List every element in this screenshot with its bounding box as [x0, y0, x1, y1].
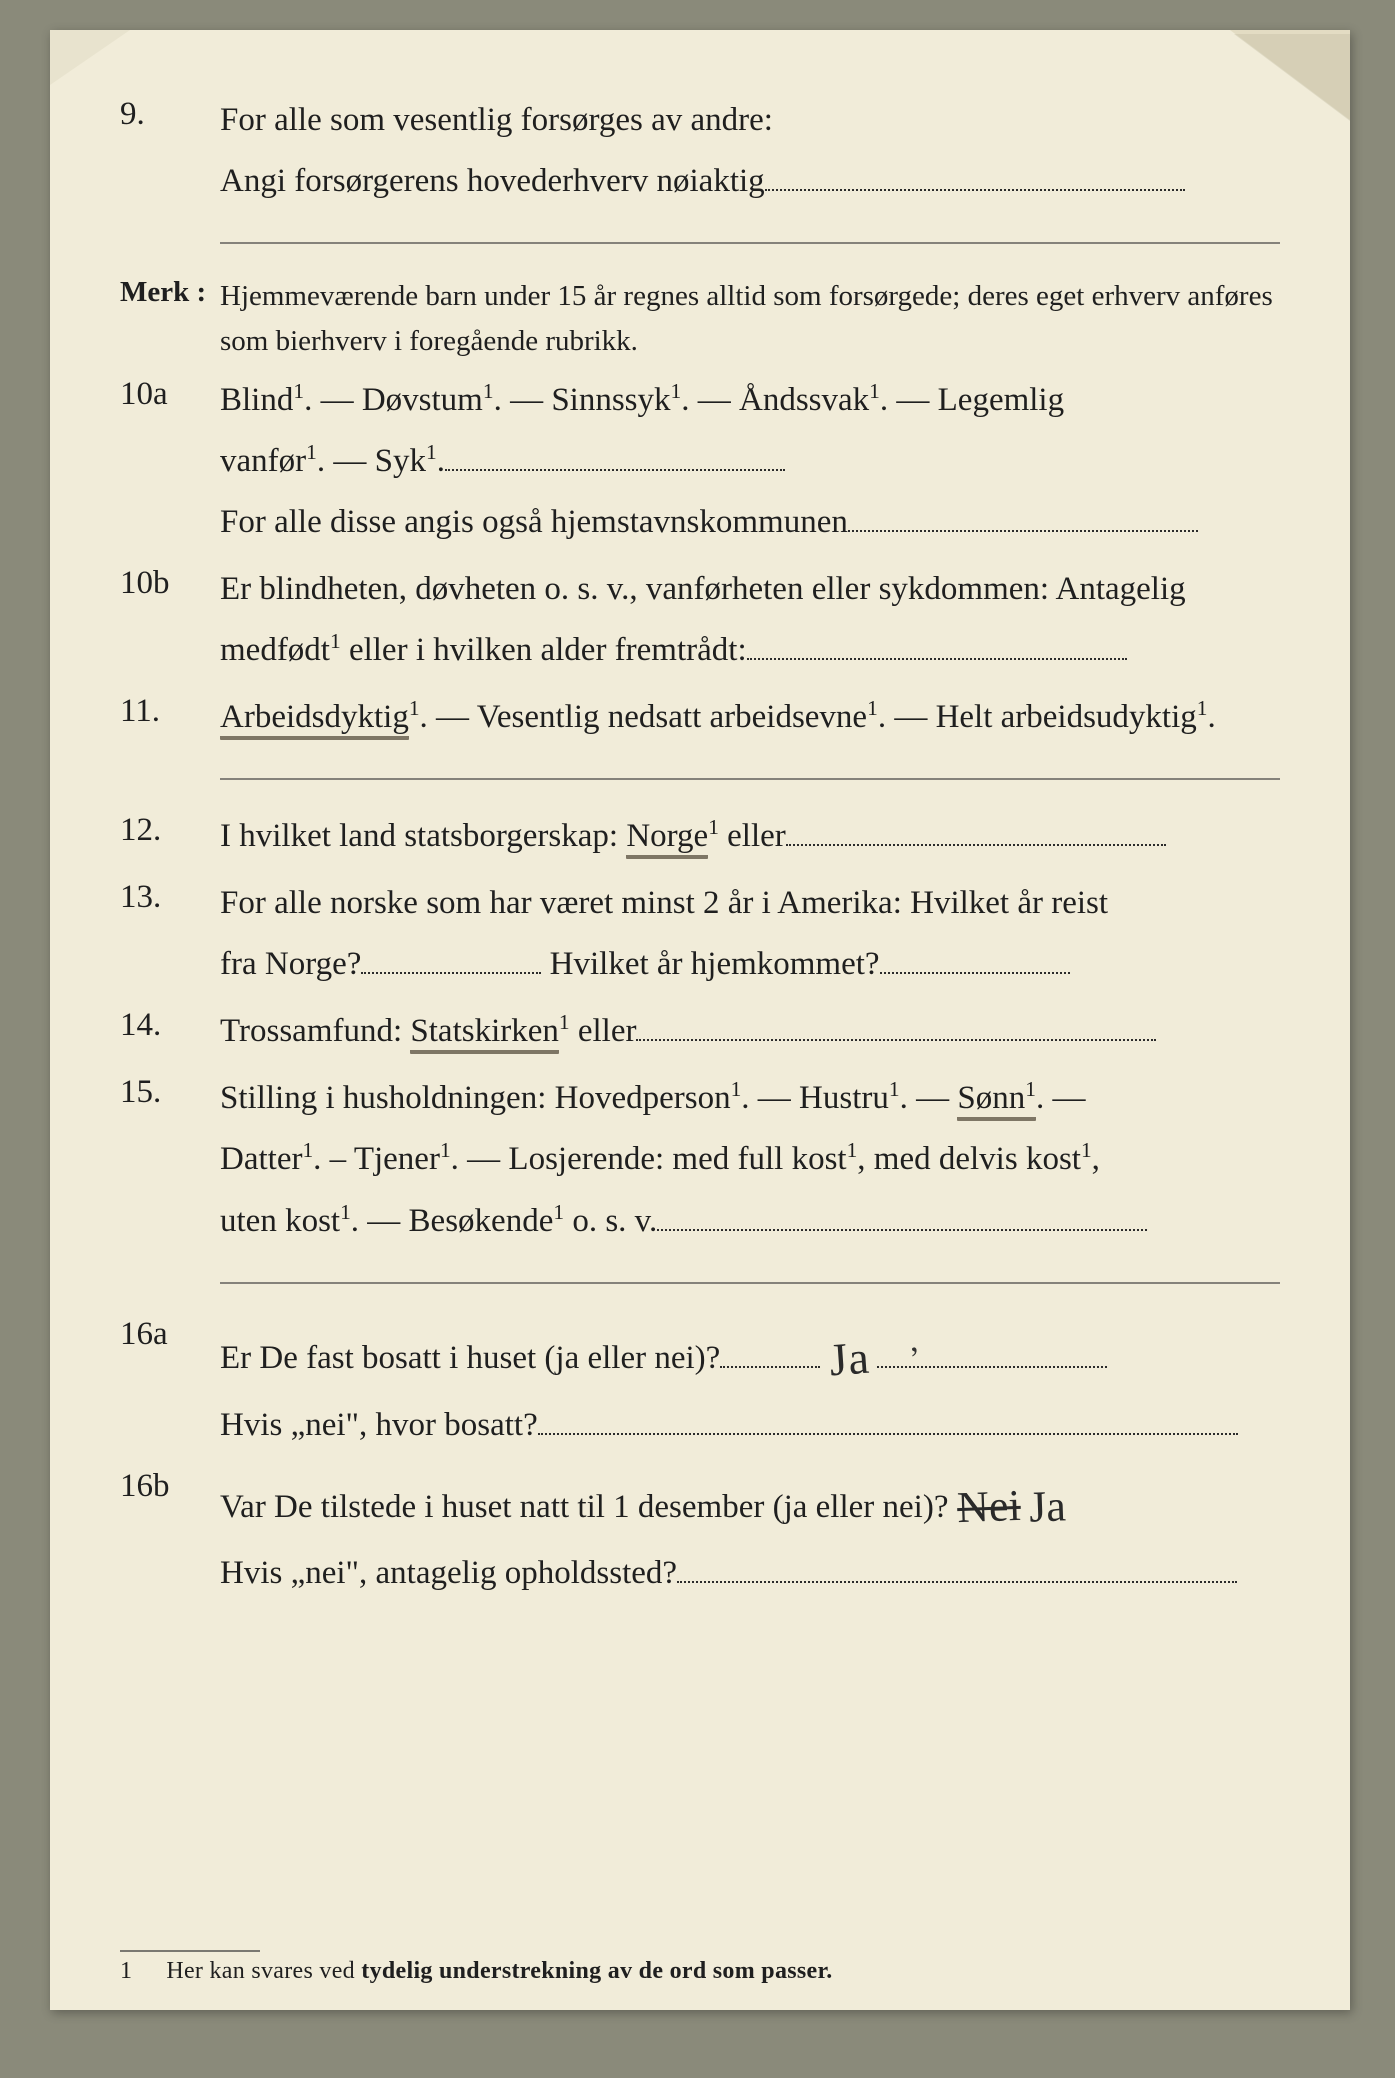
q10a-blank2[interactable]: [848, 495, 1198, 532]
q10a-opt-andssvak: Åndssvak1: [739, 382, 880, 418]
footnote-text-b: tydelig understrekning av de ord som pas…: [361, 1958, 832, 1984]
q10a-line3: For alle disse angis også hjemstavnskomm…: [220, 504, 848, 540]
divider-2: [220, 778, 1280, 780]
q10a-opt-vanfor: vanfør1: [220, 443, 317, 479]
page-fold-top-left: [50, 30, 130, 85]
q15-losjerende: Losjerende: med full kost1: [508, 1141, 857, 1177]
q13-blank1[interactable]: [361, 938, 541, 975]
question-16b: 16b Var De tilstede i huset natt til 1 d…: [120, 1462, 1280, 1604]
q11-opt-nedsatt: Vesentlig nedsatt arbeidsevne1: [477, 699, 878, 735]
q10a-blank1[interactable]: [445, 434, 785, 471]
q10a-opt-blind: Blind1: [220, 382, 304, 418]
q15-sonn: Sønn1: [957, 1080, 1036, 1121]
q12-blank[interactable]: [786, 810, 1166, 847]
q9-line1: For alle som vesentlig forsørges av andr…: [220, 102, 773, 138]
q10b-line1: Er blindheten, døvheten o. s. v., vanfør…: [220, 571, 1186, 607]
divider-3: [220, 1282, 1280, 1284]
q16a-number: 16a: [120, 1310, 220, 1353]
question-16a: 16a Er De fast bosatt i huset (ja eller …: [120, 1310, 1280, 1456]
q14-statskirken: Statskirken: [410, 1013, 558, 1054]
census-form-page: 9. For alle som vesentlig forsørges av a…: [50, 30, 1350, 2010]
q13-line2a: fra Norge?: [220, 946, 361, 982]
q15-tjener: Tjener1: [354, 1141, 451, 1177]
q9-line2: Angi forsørgerens hovederhverv nøiaktig: [220, 163, 765, 199]
q16b-answer: Ja: [1027, 1465, 1066, 1548]
q12-number: 12.: [120, 806, 220, 849]
footnote-text-a: Her kan svares ved: [166, 1958, 361, 1984]
q15-blank[interactable]: [657, 1194, 1147, 1231]
q13-line2b: Hvilket år hjemkommet?: [550, 946, 880, 982]
q16a-blank2[interactable]: [538, 1398, 1238, 1435]
q14-blank[interactable]: [636, 1005, 1156, 1042]
q11-body: Arbeidsdyktig1. — Vesentlig nedsatt arbe…: [220, 687, 1280, 748]
question-15: 15. Stilling i husholdningen: Hovedperso…: [120, 1068, 1280, 1251]
q16b-question: Var De tilstede i huset natt til 1 desem…: [220, 1489, 948, 1525]
q16b-struck: Nei: [955, 1465, 1021, 1549]
q15-uten: uten kost1: [220, 1203, 351, 1239]
q15-lead: Stilling i husholdningen: Hovedperson: [220, 1080, 731, 1116]
q11-number: 11.: [120, 687, 220, 730]
q11-opt-arbeidsdyktig: Arbeidsdyktig: [220, 699, 409, 740]
footnote-number: 1: [120, 1958, 160, 1985]
q10a-opt-sinnssyk: Sinnssyk1: [551, 382, 681, 418]
q16a-answer: Ja: [826, 1314, 872, 1402]
q13-number: 13.: [120, 873, 220, 916]
q10a-opt-dovstum: Døvstum1: [362, 382, 494, 418]
q15-delvis: , med delvis kost1,: [857, 1141, 1100, 1177]
divider-1: [220, 242, 1280, 244]
question-13: 13. For alle norske som har været minst …: [120, 873, 1280, 995]
q14-lead: Trossamfund:: [220, 1013, 410, 1049]
q10a-opt-legemlig: Legemlig: [938, 382, 1064, 418]
note-merk: Merk : Hjemmeværende barn under 15 år re…: [120, 270, 1280, 364]
footnote: 1 Her kan svares ved tydelig understrekn…: [120, 1958, 1280, 1985]
q12-body: I hvilket land statsborgerskap: Norge1 e…: [220, 806, 1280, 867]
q10b-blank[interactable]: [747, 624, 1127, 661]
q16b-body: Var De tilstede i huset natt til 1 desem…: [220, 1462, 1280, 1604]
q10a-body: Blind1. — Døvstum1. — Sinnssyk1. — Åndss…: [220, 370, 1280, 553]
footnote-rule: [120, 1950, 260, 1952]
q16b-blank[interactable]: [677, 1546, 1237, 1583]
spacer: [120, 1610, 1280, 1870]
q13-line1: For alle norske som har været minst 2 år…: [220, 885, 1108, 921]
q16a-question: Er De fast bosatt i huset (ja eller nei)…: [220, 1340, 720, 1376]
q10b-number: 10b: [120, 559, 220, 602]
q16b-line2: Hvis „nei", antagelig opholdssted?: [220, 1555, 677, 1591]
question-9: 9. For alle som vesentlig forsørges av a…: [120, 90, 1280, 212]
question-14: 14. Trossamfund: Statskirken1 eller: [120, 1001, 1280, 1062]
q16a-line2: Hvis „nei", hvor bosatt?: [220, 1407, 538, 1443]
q13-blank2[interactable]: [880, 938, 1070, 975]
merk-label: Merk :: [120, 270, 220, 309]
q15-datter: Datter1: [220, 1141, 313, 1177]
q12-lead: I hvilket land statsborgerskap:: [220, 818, 626, 854]
q13-body: For alle norske som har været minst 2 år…: [220, 873, 1280, 995]
q9-body: For alle som vesentlig forsørges av andr…: [220, 90, 1280, 212]
q15-number: 15.: [120, 1068, 220, 1111]
merk-text: Hjemmeværende barn under 15 år regnes al…: [220, 270, 1280, 364]
q12-norge: Norge: [626, 818, 708, 859]
q9-blank[interactable]: [765, 154, 1185, 191]
q9-number: 9.: [120, 90, 220, 133]
q10a-number: 10a: [120, 370, 220, 413]
question-10b: 10b Er blindheten, døvheten o. s. v., va…: [120, 559, 1280, 681]
q10a-opt-syk: Syk1: [375, 443, 437, 479]
question-12: 12. I hvilket land statsborgerskap: Norg…: [120, 806, 1280, 867]
q16a-body: Er De fast bosatt i huset (ja eller nei)…: [220, 1310, 1280, 1456]
q15-besokende: Besøkende1: [409, 1203, 565, 1239]
q15-body: Stilling i husholdningen: Hovedperson1. …: [220, 1068, 1280, 1251]
page-fold-top-right: [1230, 30, 1350, 120]
q14-number: 14.: [120, 1001, 220, 1044]
question-10a: 10a Blind1. — Døvstum1. — Sinnssyk1. — Å…: [120, 370, 1280, 553]
q15-hustru: Hustru1: [799, 1080, 900, 1116]
q10b-body: Er blindheten, døvheten o. s. v., vanfør…: [220, 559, 1280, 681]
q10b-line2: medfødt1 eller i hvilken alder fremtrådt…: [220, 632, 747, 668]
q14-body: Trossamfund: Statskirken1 eller: [220, 1001, 1280, 1062]
q16b-number: 16b: [120, 1462, 220, 1505]
question-11: 11. Arbeidsdyktig1. — Vesentlig nedsatt …: [120, 687, 1280, 748]
q16a-blank-lead[interactable]: [720, 1331, 820, 1368]
q11-opt-udyktig: Helt arbeidsudyktig1.: [936, 699, 1216, 735]
